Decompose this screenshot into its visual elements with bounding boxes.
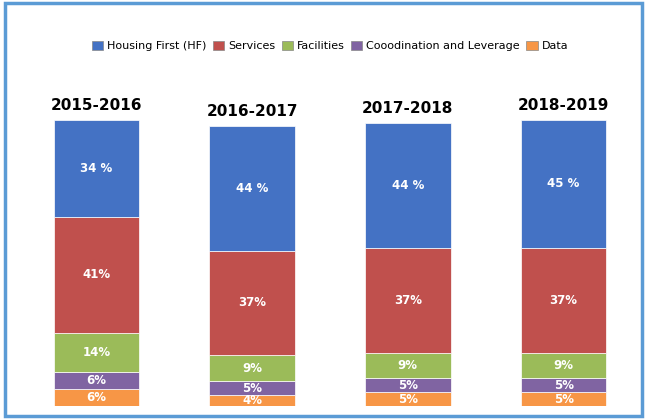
- Text: 9%: 9%: [554, 359, 574, 372]
- Text: 14%: 14%: [82, 346, 111, 359]
- Bar: [54, 372, 139, 389]
- Text: 37%: 37%: [238, 297, 266, 310]
- Bar: [521, 352, 606, 378]
- Text: 5%: 5%: [398, 379, 418, 392]
- Text: 2016-2017: 2016-2017: [206, 104, 298, 119]
- Bar: [365, 378, 451, 392]
- Bar: [521, 248, 606, 352]
- Text: 5%: 5%: [398, 393, 418, 406]
- Bar: [365, 352, 451, 378]
- Text: 6%: 6%: [86, 391, 106, 404]
- Text: 44 %: 44 %: [236, 182, 269, 195]
- Text: 9%: 9%: [242, 362, 262, 375]
- Text: 6%: 6%: [86, 375, 106, 388]
- Text: 37%: 37%: [549, 294, 578, 307]
- Bar: [365, 392, 451, 406]
- Bar: [521, 392, 606, 406]
- Text: 44 %: 44 %: [391, 179, 424, 192]
- Text: 45 %: 45 %: [547, 177, 580, 190]
- Bar: [209, 381, 295, 395]
- Text: 4%: 4%: [242, 394, 262, 407]
- Bar: [521, 378, 606, 392]
- Text: 37%: 37%: [394, 294, 422, 307]
- Bar: [521, 120, 606, 248]
- Bar: [54, 333, 139, 372]
- Text: 41%: 41%: [82, 268, 111, 281]
- Bar: [209, 251, 295, 355]
- Text: 5%: 5%: [554, 379, 574, 392]
- Bar: [209, 355, 295, 381]
- Bar: [54, 120, 139, 217]
- Text: 2015-2016: 2015-2016: [50, 98, 142, 113]
- Text: 2018-2019: 2018-2019: [518, 98, 609, 113]
- Text: 5%: 5%: [242, 382, 262, 395]
- Bar: [54, 217, 139, 333]
- Text: 5%: 5%: [554, 393, 574, 406]
- Legend: Housing First (HF), Services, Facilities, Cooodination and Leverage, Data: Housing First (HF), Services, Facilities…: [87, 36, 573, 55]
- Text: 34 %: 34 %: [80, 162, 113, 175]
- Bar: [365, 248, 451, 352]
- Text: 9%: 9%: [398, 359, 418, 372]
- Bar: [365, 123, 451, 248]
- Bar: [209, 126, 295, 251]
- Text: 2017-2018: 2017-2018: [362, 101, 454, 116]
- Bar: [209, 395, 295, 406]
- Bar: [54, 389, 139, 406]
